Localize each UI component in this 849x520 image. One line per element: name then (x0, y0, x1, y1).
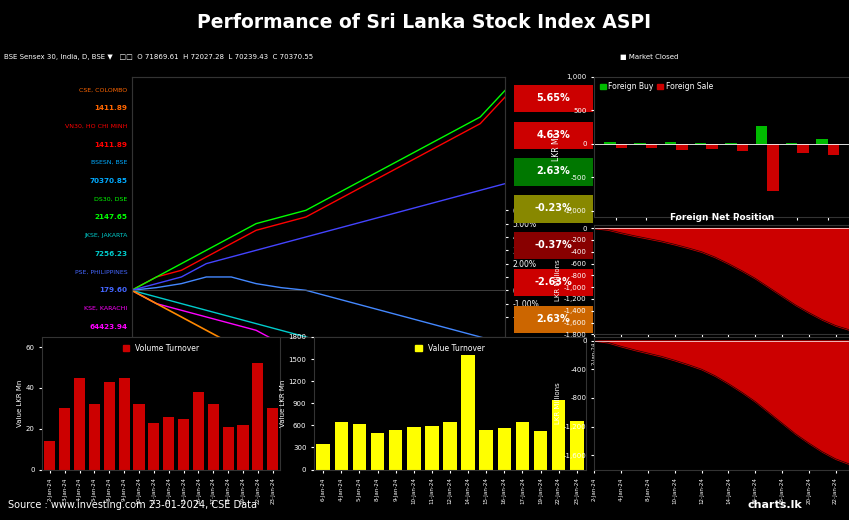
FancyBboxPatch shape (514, 85, 593, 112)
Bar (737, 144, 748, 150)
Text: 2.63%: 2.63% (537, 314, 571, 324)
Text: 1411.89: 1411.89 (94, 141, 127, 148)
Bar (371, 433, 385, 470)
Text: -2.63%: -2.63% (534, 277, 572, 287)
Text: ■ Market Closed: ■ Market Closed (620, 54, 678, 60)
Bar (756, 126, 767, 144)
Y-axis label: LKR Millions: LKR Millions (555, 259, 561, 301)
Text: BSESN, BSE: BSESN, BSE (92, 160, 127, 165)
Text: -0.37%: -0.37% (534, 240, 572, 250)
Text: 5.65%: 5.65% (537, 93, 571, 103)
Bar (335, 422, 348, 470)
Bar (193, 392, 204, 470)
Bar (149, 423, 160, 470)
Y-axis label: Value LKR Mn: Value LKR Mn (17, 380, 23, 427)
Bar (222, 427, 233, 470)
Text: 2147.65: 2147.65 (94, 214, 127, 220)
Bar (267, 408, 278, 470)
Text: -0.23%: -0.23% (534, 203, 572, 213)
Legend: Value Turnover: Value Turnover (413, 341, 487, 356)
Legend: Volume Turnover: Volume Turnover (120, 341, 203, 356)
Text: 1411.89: 1411.89 (94, 105, 127, 111)
Bar (665, 142, 676, 144)
Text: Foreign Net Position: Foreign Net Position (670, 213, 773, 222)
FancyBboxPatch shape (514, 232, 593, 259)
Text: JKSE, JAKARTA: JKSE, JAKARTA (84, 233, 127, 238)
Bar (480, 430, 493, 470)
Legend: Foreign Buy, Foreign Sale: Foreign Buy, Foreign Sale (598, 81, 714, 93)
Bar (59, 408, 70, 470)
Bar (616, 144, 627, 148)
FancyBboxPatch shape (514, 122, 593, 149)
Text: Performance of Sri Lanka Stock Index ASPI: Performance of Sri Lanka Stock Index ASP… (198, 14, 651, 32)
Bar (534, 431, 548, 470)
Bar (178, 419, 189, 470)
FancyBboxPatch shape (514, 159, 593, 186)
Text: BSE Sensex 30, India, D, BSE ▼   □□  O 71869.61  H 72027.28  L 70239.43  C 70370: BSE Sensex 30, India, D, BSE ▼ □□ O 7186… (4, 54, 313, 60)
Bar (208, 404, 219, 470)
Bar (634, 143, 646, 144)
Bar (389, 430, 402, 470)
Bar (352, 424, 366, 470)
Bar (816, 139, 828, 144)
FancyBboxPatch shape (514, 269, 593, 296)
Y-axis label: Value LKR Mn: Value LKR Mn (279, 380, 286, 427)
Bar (238, 425, 249, 470)
Bar (695, 143, 706, 144)
Bar (828, 144, 840, 154)
Bar (89, 404, 100, 470)
Text: PSE, PHILIPPINES: PSE, PHILIPPINES (75, 269, 127, 275)
Bar (570, 421, 583, 470)
Bar (797, 144, 809, 152)
Bar (646, 144, 657, 149)
Bar (425, 426, 439, 470)
Bar (604, 142, 616, 144)
Text: KSE, KARACHI: KSE, KARACHI (84, 306, 127, 311)
Bar (119, 378, 130, 470)
Bar (74, 378, 85, 470)
Text: Source : www.investing.com 23-01-2024, CSE Data: Source : www.investing.com 23-01-2024, C… (8, 500, 257, 510)
Text: 179.60: 179.60 (99, 287, 127, 293)
Bar (461, 355, 475, 470)
Bar (515, 422, 529, 470)
Text: 4.63%: 4.63% (537, 129, 571, 139)
Text: CSE, COLOMBO: CSE, COLOMBO (80, 87, 127, 93)
Bar (44, 441, 55, 470)
Text: VN30, HO CHI MINH: VN30, HO CHI MINH (65, 124, 127, 129)
Text: 64423.94: 64423.94 (90, 323, 127, 330)
Y-axis label: LKR Millions: LKR Millions (555, 382, 561, 424)
Bar (498, 427, 511, 470)
Bar (163, 417, 174, 470)
Bar (552, 399, 565, 470)
Bar (676, 144, 688, 150)
Text: charts.lk: charts.lk (747, 500, 801, 510)
Bar (104, 382, 115, 470)
Bar (133, 404, 144, 470)
Text: 2.63%: 2.63% (537, 166, 571, 176)
Bar (252, 363, 263, 470)
Bar (407, 427, 420, 470)
Text: 70370.85: 70370.85 (90, 178, 127, 184)
Y-axis label: LKR Mn: LKR Mn (552, 133, 561, 161)
Bar (317, 444, 330, 470)
Bar (706, 144, 718, 149)
Text: 7256.23: 7256.23 (94, 251, 127, 257)
Text: DS30, DSE: DS30, DSE (94, 197, 127, 202)
Bar (767, 144, 779, 191)
Bar (443, 422, 457, 470)
Bar (725, 142, 737, 144)
FancyBboxPatch shape (514, 306, 593, 333)
FancyBboxPatch shape (514, 195, 593, 223)
